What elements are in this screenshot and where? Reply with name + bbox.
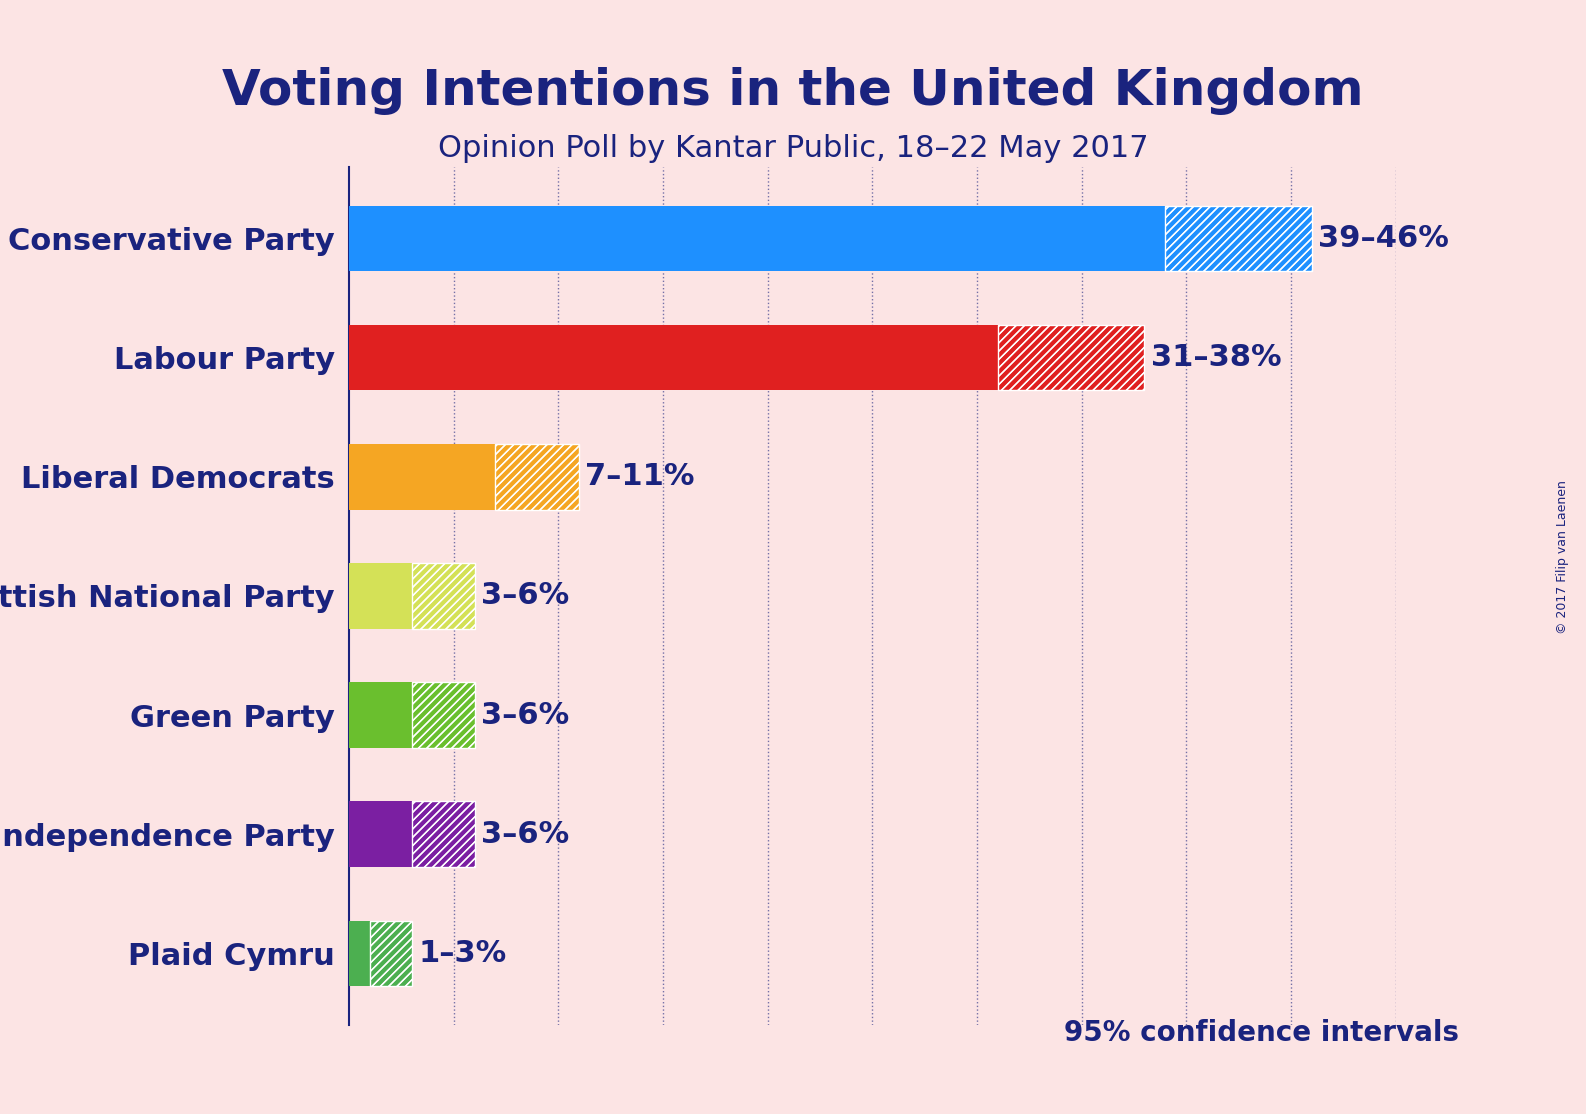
Text: 3–6%: 3–6%: [481, 701, 569, 730]
Text: 31–38%: 31–38%: [1151, 343, 1281, 372]
Bar: [412, 564, 474, 628]
Text: 39–46%: 39–46%: [1318, 224, 1450, 253]
Text: © 2017 Filip van Laenen: © 2017 Filip van Laenen: [1556, 480, 1569, 634]
Bar: [412, 683, 474, 747]
Bar: [349, 564, 412, 628]
Text: 3–6%: 3–6%: [481, 582, 569, 610]
Bar: [349, 206, 1166, 272]
Bar: [412, 801, 474, 867]
Text: Voting Intentions in the United Kingdom: Voting Intentions in the United Kingdom: [222, 67, 1364, 115]
Text: 1–3%: 1–3%: [419, 939, 506, 968]
Bar: [370, 920, 412, 986]
Bar: [370, 920, 412, 986]
Text: 3–6%: 3–6%: [481, 820, 569, 849]
Bar: [412, 683, 474, 747]
Bar: [1166, 206, 1312, 272]
Bar: [349, 325, 998, 391]
Bar: [349, 920, 370, 986]
Text: 95% confidence intervals: 95% confidence intervals: [1064, 1019, 1459, 1047]
Bar: [1166, 206, 1312, 272]
Bar: [495, 444, 579, 509]
Bar: [495, 444, 579, 509]
Bar: [349, 683, 412, 747]
Bar: [412, 564, 474, 628]
Text: Opinion Poll by Kantar Public, 18–22 May 2017: Opinion Poll by Kantar Public, 18–22 May…: [438, 134, 1148, 163]
Bar: [998, 325, 1145, 391]
Text: 7–11%: 7–11%: [585, 462, 695, 491]
Bar: [412, 801, 474, 867]
Bar: [349, 801, 412, 867]
Bar: [349, 444, 495, 509]
Bar: [998, 325, 1145, 391]
